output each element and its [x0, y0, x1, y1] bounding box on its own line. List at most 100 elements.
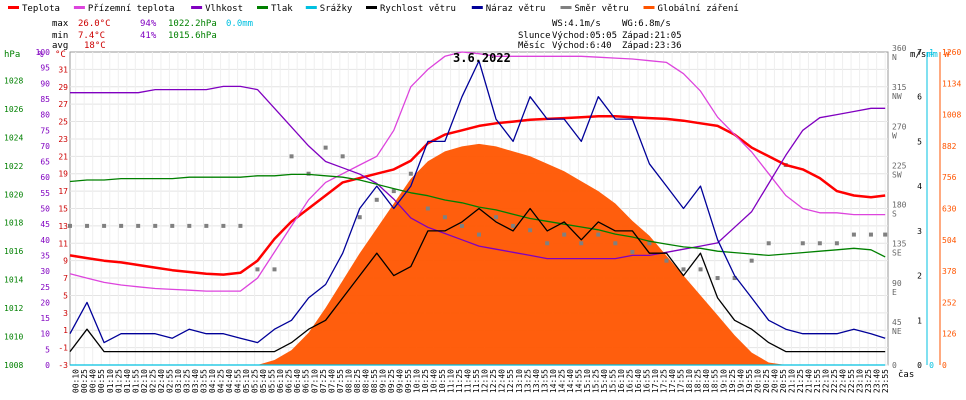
- legend-swatch-1: [73, 6, 85, 9]
- stats-sun-label: Slunce: [518, 31, 551, 41]
- wind-dir-point-27: [528, 228, 533, 233]
- legend-swatch-5: [366, 6, 377, 9]
- ms-tick-1: 1: [917, 316, 922, 325]
- wind-dir-point-26: [511, 223, 516, 228]
- stats-moon-label: Měsíc: [518, 41, 545, 51]
- stats-max-hum: 94%: [140, 19, 157, 29]
- stats-moon-set: Západ:23:36: [622, 41, 682, 51]
- x-tick-label-32: 08:10: [344, 369, 353, 393]
- hpa-tick-6: 1020: [4, 190, 23, 199]
- legend-swatch-6: [471, 6, 483, 9]
- x-tick-label-16: 04:10: [208, 369, 217, 393]
- degc-tick-0: -3: [58, 361, 68, 370]
- dir-tick-4: 180: [892, 201, 907, 210]
- wind-dir-point-44: [817, 241, 822, 246]
- wind-dir-point-22: [442, 215, 447, 220]
- wind-dir-point-20: [408, 171, 413, 176]
- x-tick-label-3: 00:55: [97, 369, 106, 393]
- ms-tick-5: 5: [917, 137, 922, 146]
- wind-dir-point-32: [613, 241, 618, 246]
- series-tlak: [69, 173, 886, 258]
- series-vlhkost: [70, 85, 886, 260]
- chart-marks: [68, 51, 888, 366]
- wind-dir-point-7: [187, 223, 192, 228]
- axis-units: hPa % °C m/s mm W čas: [4, 50, 950, 380]
- pct-tick-15: 75: [40, 126, 50, 135]
- x-tick-label-88: 22:10: [822, 369, 831, 393]
- legend-swatch-2: [191, 6, 203, 9]
- stats-avg-temp: 18°C: [84, 41, 106, 51]
- pct-tick-13: 65: [40, 158, 50, 167]
- wind-dir-point-12: [272, 267, 277, 272]
- x-tick-label-33: 08:25: [353, 369, 362, 393]
- stats-min-temp: 7.4°C: [78, 31, 105, 41]
- x-tick-label-95: 23:55: [881, 369, 890, 393]
- series-n-raz-v-tru: [69, 60, 886, 344]
- w-tick-0: 0: [942, 361, 947, 370]
- stats-sun-set: Západ:21:05: [622, 31, 682, 41]
- x-tick-label-42: 10:40: [430, 369, 439, 393]
- dir-tick-5: 225: [892, 161, 907, 170]
- hpa-tick-2: 1012: [4, 304, 23, 313]
- dir-tick-name-1: NE: [892, 327, 902, 336]
- x-tick-label-63: 15:55: [608, 369, 617, 393]
- wind-dir-point-13: [289, 154, 294, 159]
- stats-wind-ws: WS:4.1m/s: [552, 19, 601, 29]
- dir-tick-name-4: S: [892, 210, 897, 219]
- w-tick-4: 504: [942, 236, 957, 245]
- pct-tick-19: 95: [40, 64, 50, 73]
- wind-dir-point-29: [562, 232, 567, 237]
- dir-tick-name-8: N: [892, 53, 897, 62]
- wind-dir-point-8: [204, 223, 209, 228]
- legend-label-6: Náraz větru: [486, 4, 546, 14]
- x-tick-label-78: 19:40: [736, 369, 745, 393]
- x-tick-label-72: 18:10: [685, 369, 694, 393]
- x-tick-label-28: 07:10: [310, 369, 319, 393]
- w-tick-7: 882: [942, 142, 957, 151]
- stats-min-hum: 41%: [140, 31, 157, 41]
- x-tick-label-55: 13:55: [540, 369, 549, 393]
- dir-tick-1: 45: [892, 318, 902, 327]
- x-tick-label-6: 01:40: [123, 369, 132, 393]
- stats-max-label: max: [52, 19, 69, 29]
- dir-tick-name-5: SW: [892, 170, 902, 179]
- legend-label-7: Směr větru: [575, 4, 629, 14]
- x-tick-label-83: 20:55: [779, 369, 788, 393]
- x-tick-label-76: 19:10: [719, 369, 728, 393]
- stats-sun-rise: Východ:05:05: [552, 31, 617, 41]
- wind-dir-point-3: [119, 223, 124, 228]
- x-tick-label-86: 21:40: [804, 369, 813, 393]
- x-tick-label-93: 23:25: [864, 369, 873, 393]
- x-tick-label-46: 11:40: [464, 369, 473, 393]
- mm-tick-1: 1: [929, 48, 934, 57]
- x-tick-label-80: 20:10: [753, 369, 762, 393]
- hpa-tick-3: 1014: [4, 276, 23, 285]
- unit-pct: %: [38, 50, 44, 60]
- wind-dir-point-35: [664, 258, 669, 263]
- legend-label-0: Teplota: [22, 4, 60, 14]
- wind-dir-point-45: [834, 241, 839, 246]
- x-tick-label-35: 08:55: [370, 369, 379, 393]
- degc-tick-6: 9: [63, 257, 68, 266]
- x-tick-label-36: 09:10: [378, 369, 387, 393]
- pct-tick-8: 40: [40, 236, 50, 245]
- wind-dir-point-31: [596, 232, 601, 237]
- x-tick-label-75: 18:55: [711, 369, 720, 393]
- wind-dir-point-9: [221, 223, 226, 228]
- hpa-tick-1: 1010: [4, 333, 23, 342]
- wind-dir-point-37: [698, 267, 703, 272]
- x-tick-label-20: 05:10: [242, 369, 251, 393]
- x-tick-label-25: 06:25: [285, 369, 294, 393]
- degc-tick-16: 29: [58, 83, 68, 92]
- x-tick-label-59: 14:55: [574, 369, 583, 393]
- x-tick-label-19: 04:55: [234, 369, 243, 393]
- x-tick-label-37: 09:25: [387, 369, 396, 393]
- x-tick-label-60: 15:10: [583, 369, 592, 393]
- degc-tick-4: 5: [63, 291, 68, 300]
- hpa-tick-7: 1022: [4, 162, 23, 171]
- x-tick-label-54: 13:40: [532, 369, 541, 393]
- x-tick-label-69: 17:25: [660, 369, 669, 393]
- x-tick-label-40: 10:10: [413, 369, 422, 393]
- w-tick-10: 1260: [942, 48, 961, 57]
